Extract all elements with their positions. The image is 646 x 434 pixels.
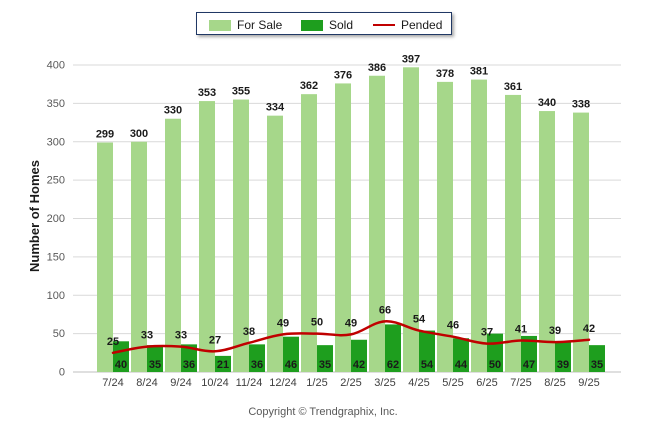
svg-text:33: 33 (175, 330, 187, 342)
svg-text:8/24: 8/24 (136, 377, 157, 389)
svg-text:150: 150 (47, 251, 65, 263)
svg-text:300: 300 (47, 136, 65, 148)
svg-text:7/24: 7/24 (102, 377, 123, 389)
svg-text:8/25: 8/25 (544, 377, 565, 389)
svg-text:37: 37 (481, 327, 493, 339)
svg-text:35: 35 (591, 359, 603, 371)
svg-text:36: 36 (183, 359, 195, 371)
svg-text:9/24: 9/24 (170, 377, 191, 389)
svg-text:46: 46 (447, 320, 459, 332)
svg-text:400: 400 (47, 60, 65, 72)
svg-text:4/25: 4/25 (408, 377, 429, 389)
svg-text:9/25: 9/25 (578, 377, 599, 389)
svg-text:42: 42 (583, 323, 595, 335)
svg-text:12/24: 12/24 (269, 377, 297, 389)
svg-text:340: 340 (538, 97, 556, 109)
svg-text:46: 46 (285, 359, 297, 371)
svg-text:42: 42 (353, 359, 365, 371)
svg-text:2/25: 2/25 (340, 377, 361, 389)
svg-text:54: 54 (413, 314, 426, 326)
svg-text:200: 200 (47, 213, 65, 225)
svg-text:355: 355 (232, 86, 250, 98)
svg-text:54: 54 (421, 359, 434, 371)
svg-text:62: 62 (387, 359, 399, 371)
svg-text:47: 47 (523, 359, 535, 371)
svg-text:362: 362 (300, 80, 318, 92)
svg-text:41: 41 (515, 324, 527, 336)
svg-text:49: 49 (277, 317, 289, 329)
svg-text:386: 386 (368, 62, 386, 74)
svg-text:66: 66 (379, 304, 391, 316)
svg-text:353: 353 (198, 87, 216, 99)
svg-text:38: 38 (243, 326, 255, 338)
svg-text:334: 334 (266, 102, 285, 114)
svg-text:25: 25 (107, 336, 119, 348)
svg-text:11/24: 11/24 (236, 377, 263, 389)
svg-text:35: 35 (319, 359, 331, 371)
svg-text:40: 40 (115, 359, 127, 371)
svg-text:0: 0 (59, 367, 65, 379)
svg-text:5/25: 5/25 (442, 377, 463, 389)
svg-text:361: 361 (504, 81, 522, 93)
svg-text:10/24: 10/24 (201, 377, 229, 389)
svg-text:299: 299 (96, 129, 114, 141)
svg-text:7/25: 7/25 (510, 377, 531, 389)
svg-text:50: 50 (311, 317, 323, 329)
svg-text:27: 27 (209, 334, 221, 346)
svg-text:50: 50 (53, 328, 65, 340)
svg-text:39: 39 (557, 359, 569, 371)
svg-text:39: 39 (549, 325, 561, 337)
svg-text:100: 100 (47, 290, 65, 302)
svg-text:397: 397 (402, 53, 420, 65)
svg-text:44: 44 (455, 359, 468, 371)
svg-text:33: 33 (141, 330, 153, 342)
svg-text:3/25: 3/25 (374, 377, 395, 389)
svg-text:49: 49 (345, 317, 357, 329)
svg-text:250: 250 (47, 175, 65, 187)
svg-text:338: 338 (572, 99, 590, 111)
svg-text:350: 350 (47, 98, 65, 110)
svg-text:21: 21 (217, 359, 229, 371)
svg-text:6/25: 6/25 (476, 377, 497, 389)
svg-text:50: 50 (489, 359, 501, 371)
svg-text:35: 35 (149, 359, 161, 371)
svg-text:300: 300 (130, 128, 148, 140)
svg-text:330: 330 (164, 105, 182, 117)
svg-text:376: 376 (334, 69, 352, 81)
svg-text:36: 36 (251, 359, 263, 371)
svg-text:378: 378 (436, 68, 454, 80)
svg-text:381: 381 (470, 66, 488, 78)
svg-text:1/25: 1/25 (306, 377, 327, 389)
